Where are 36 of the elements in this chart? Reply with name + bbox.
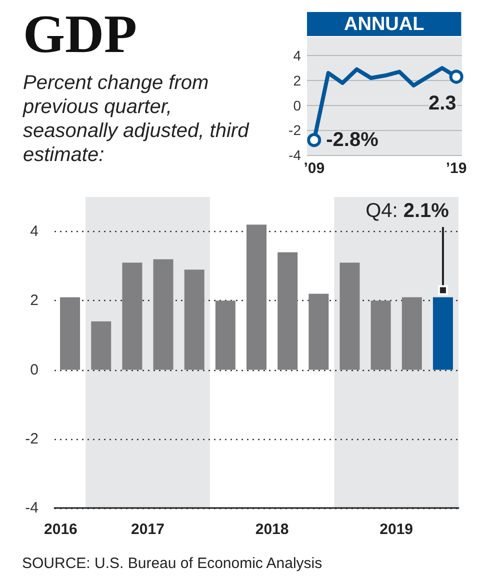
bar (184, 270, 204, 370)
bar (122, 262, 142, 370)
y-tick-label: 2 (293, 72, 302, 88)
bar (91, 321, 112, 370)
y-tick-label: -4 (25, 500, 38, 516)
bar (308, 294, 329, 370)
y-tick-label: 4 (293, 48, 302, 64)
bar (370, 300, 391, 370)
x-tick-label: ’09 (304, 160, 325, 177)
bar (340, 262, 360, 370)
y-tick-label: 0 (293, 97, 302, 114)
y-tick-label: -4 (288, 147, 302, 163)
y-tick-label: 2 (30, 292, 38, 310)
x-tick-label: ’19 (446, 160, 467, 177)
y-tick-label: -2 (25, 430, 38, 448)
chart-subtitle: Percent change from previous quarter, seasonally adjusted, third estimate: (22, 72, 254, 166)
bar (60, 297, 80, 370)
x-tick-label: 2018 (255, 521, 289, 538)
y-tick-label: 0 (30, 361, 38, 378)
chart-title: GDP (23, 4, 137, 64)
x-tick-label: 2016 (44, 521, 78, 538)
x-tick-label: 2017 (131, 521, 164, 538)
bar (246, 224, 266, 370)
data-label: 2.3 (428, 92, 456, 115)
y-tick-label: 4 (30, 223, 38, 240)
data-label: -2.8% (326, 129, 379, 152)
source-note: SOURCE: U.S. Bureau of Economic Analysis (22, 555, 322, 572)
bar (402, 297, 422, 370)
y-tick-label: -2 (288, 122, 302, 138)
bar (432, 297, 453, 370)
x-tick-label: 2019 (380, 521, 414, 538)
chart-title: ANNUAL (344, 14, 425, 35)
bar (153, 259, 174, 370)
annotation: Q4: 2.1% (366, 200, 450, 222)
bar (278, 252, 298, 370)
bar (215, 300, 236, 370)
